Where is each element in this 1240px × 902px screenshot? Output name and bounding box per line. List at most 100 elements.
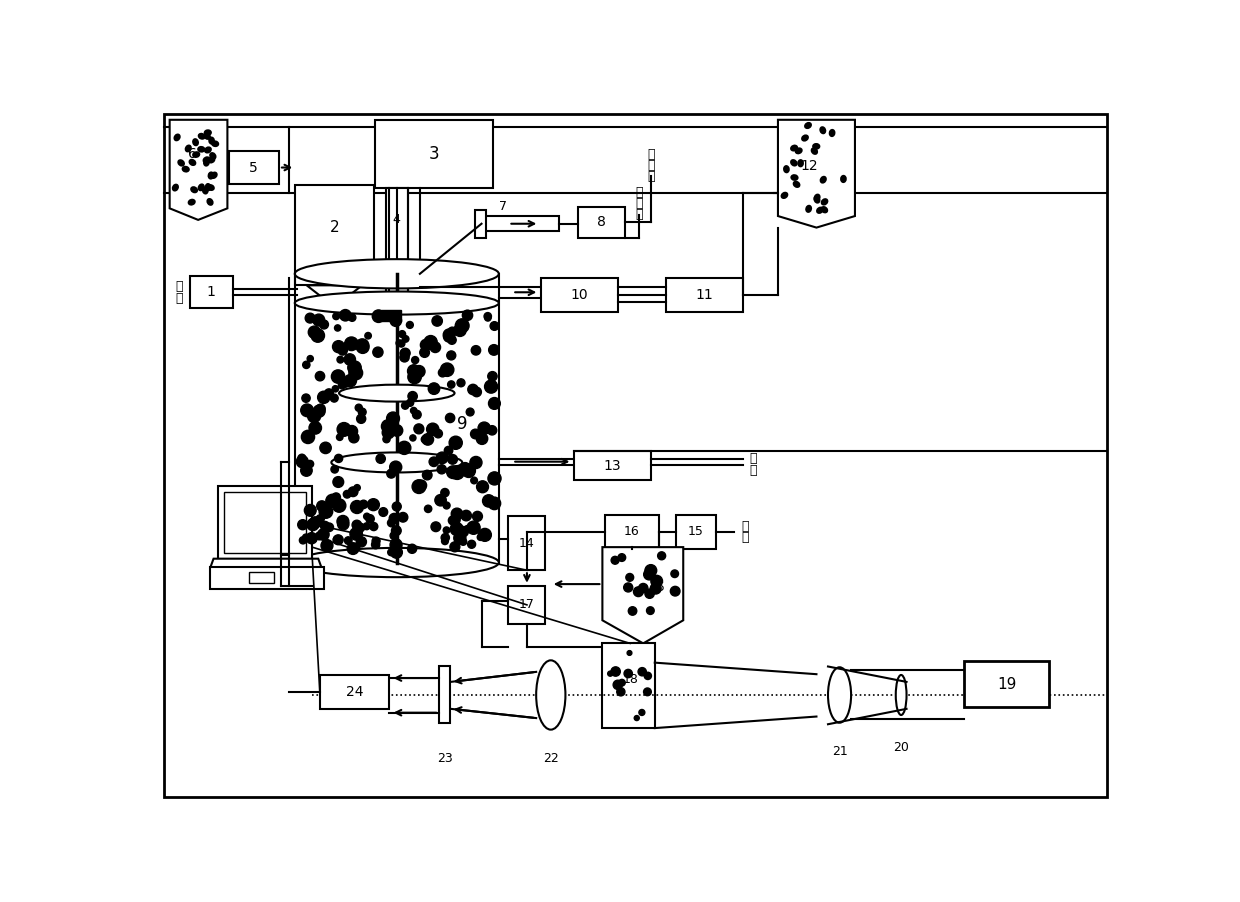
Circle shape: [379, 508, 388, 516]
Circle shape: [461, 511, 471, 520]
Circle shape: [646, 607, 655, 614]
Ellipse shape: [172, 185, 177, 190]
Text: 覆: 覆: [749, 464, 756, 476]
Circle shape: [392, 425, 403, 437]
Bar: [965, 661, 1049, 707]
Circle shape: [402, 336, 409, 342]
Circle shape: [320, 320, 329, 329]
Ellipse shape: [203, 188, 207, 194]
Circle shape: [350, 528, 362, 540]
Circle shape: [394, 313, 401, 319]
Ellipse shape: [198, 184, 203, 190]
Circle shape: [438, 465, 446, 474]
Circle shape: [445, 413, 455, 423]
Ellipse shape: [205, 130, 211, 135]
Ellipse shape: [339, 384, 455, 401]
Circle shape: [461, 464, 475, 477]
Circle shape: [408, 391, 418, 400]
Ellipse shape: [182, 167, 188, 171]
Circle shape: [450, 522, 464, 536]
Circle shape: [608, 671, 613, 676]
Circle shape: [460, 463, 470, 474]
Circle shape: [420, 339, 432, 351]
Circle shape: [332, 492, 341, 502]
Circle shape: [424, 336, 438, 348]
Text: 18: 18: [622, 673, 639, 686]
Circle shape: [467, 540, 476, 548]
Circle shape: [634, 715, 640, 721]
Circle shape: [435, 494, 446, 506]
Circle shape: [401, 349, 409, 358]
Circle shape: [440, 489, 449, 497]
Circle shape: [366, 515, 374, 523]
Bar: [605, 515, 658, 548]
Circle shape: [398, 340, 405, 347]
Ellipse shape: [207, 199, 212, 205]
Circle shape: [337, 422, 351, 437]
Circle shape: [639, 710, 645, 715]
Bar: [578, 207, 625, 237]
Bar: [541, 278, 618, 311]
Circle shape: [316, 501, 327, 511]
Circle shape: [336, 434, 343, 440]
Circle shape: [345, 337, 358, 351]
Circle shape: [449, 466, 461, 479]
Circle shape: [353, 543, 360, 550]
Bar: [382, 310, 401, 321]
Text: 17: 17: [520, 598, 534, 612]
Circle shape: [315, 532, 324, 540]
Text: 24: 24: [346, 685, 363, 699]
Circle shape: [298, 520, 308, 529]
Circle shape: [387, 469, 396, 478]
Text: 23: 23: [436, 752, 453, 766]
Text: 粘: 粘: [647, 148, 655, 161]
Text: 20: 20: [893, 741, 909, 754]
Circle shape: [331, 370, 345, 383]
Polygon shape: [211, 558, 321, 567]
Circle shape: [412, 356, 419, 364]
Circle shape: [439, 368, 446, 377]
Circle shape: [391, 547, 402, 558]
Circle shape: [671, 586, 680, 596]
Circle shape: [391, 531, 398, 539]
Circle shape: [644, 672, 651, 679]
Text: 19: 19: [997, 676, 1017, 692]
Circle shape: [472, 387, 481, 397]
Circle shape: [319, 505, 332, 519]
Circle shape: [311, 329, 325, 342]
Circle shape: [325, 389, 334, 398]
Circle shape: [334, 536, 341, 543]
Text: 16: 16: [624, 525, 640, 538]
Circle shape: [485, 380, 497, 393]
Circle shape: [399, 331, 405, 337]
Circle shape: [303, 361, 310, 369]
Circle shape: [332, 476, 343, 487]
Circle shape: [639, 667, 646, 676]
Text: 3: 3: [429, 144, 439, 162]
Circle shape: [335, 325, 341, 331]
Circle shape: [306, 532, 317, 544]
Text: 9: 9: [458, 415, 467, 433]
Circle shape: [616, 687, 625, 696]
Text: 15: 15: [688, 525, 703, 538]
Circle shape: [639, 584, 647, 593]
Circle shape: [644, 688, 651, 695]
Circle shape: [440, 363, 454, 376]
Bar: [481, 216, 558, 232]
Circle shape: [448, 336, 456, 345]
Circle shape: [634, 587, 644, 596]
Bar: [676, 515, 715, 548]
Circle shape: [446, 465, 459, 478]
Ellipse shape: [815, 197, 820, 203]
Circle shape: [443, 502, 450, 509]
Circle shape: [412, 371, 419, 377]
Bar: [249, 572, 274, 583]
Circle shape: [454, 532, 466, 544]
Circle shape: [321, 539, 334, 551]
Circle shape: [399, 353, 409, 362]
Circle shape: [414, 424, 424, 434]
Circle shape: [407, 321, 413, 328]
Circle shape: [326, 494, 339, 508]
Circle shape: [467, 384, 479, 395]
Circle shape: [422, 434, 434, 446]
